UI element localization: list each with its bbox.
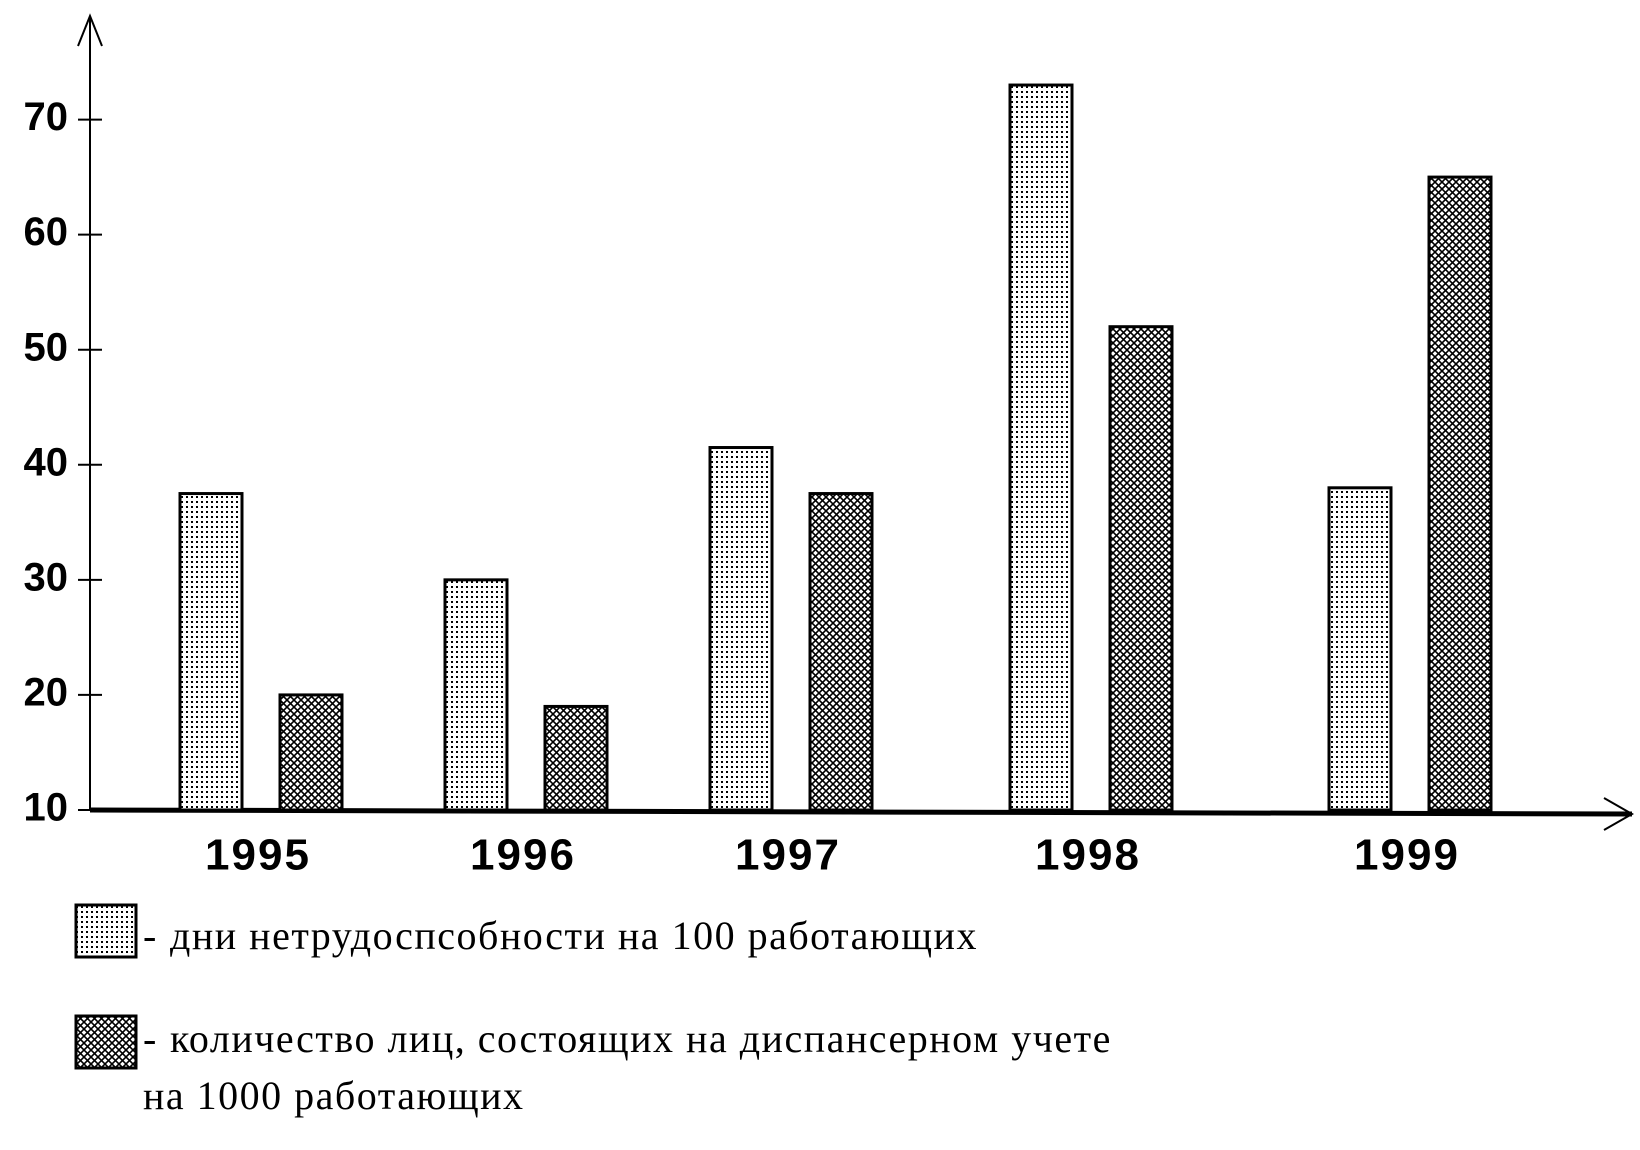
y-tick-label: 60 [24, 210, 69, 254]
bar [1008, 83, 1074, 812]
bar [808, 492, 874, 812]
bar [1427, 175, 1493, 812]
legend-swatch [74, 1014, 138, 1070]
x-axis-arrow [1603, 797, 1635, 831]
bar [543, 704, 609, 812]
y-axis-arrow [77, 13, 103, 47]
x-tick-label: 1995 [205, 831, 311, 880]
bar [708, 446, 774, 812]
x-tick-label: 1998 [1035, 831, 1141, 880]
y-tick-label: 10 [24, 786, 69, 830]
x-axis [89, 807, 1633, 817]
x-tick-label: 1999 [1354, 831, 1460, 880]
x-tick-label: 1997 [735, 831, 841, 880]
x-tick-label: 1996 [470, 831, 576, 880]
y-tick-label: 20 [24, 670, 69, 714]
legend-dash: - [143, 913, 158, 958]
bar [443, 578, 509, 812]
legend-swatch [74, 903, 138, 959]
legend-dash: - [143, 1016, 158, 1061]
bar [1327, 486, 1393, 812]
bar [178, 492, 244, 812]
bar [278, 693, 344, 812]
legend-label: количество лиц, состоящих на диспансерно… [143, 1016, 1123, 1118]
bar [1108, 325, 1174, 812]
legend-line: на 1000 работающих [143, 1073, 525, 1118]
y-tick-label: 70 [24, 95, 69, 139]
y-tick-label: 30 [24, 555, 69, 599]
y-tick-label: 50 [24, 325, 69, 369]
y-tick-label: 40 [24, 440, 69, 484]
legend-line: количество лиц, состоящих на диспансерно… [170, 1016, 1123, 1061]
legend-label: дни нетрудоспсобности на 100 работающих [170, 913, 978, 958]
